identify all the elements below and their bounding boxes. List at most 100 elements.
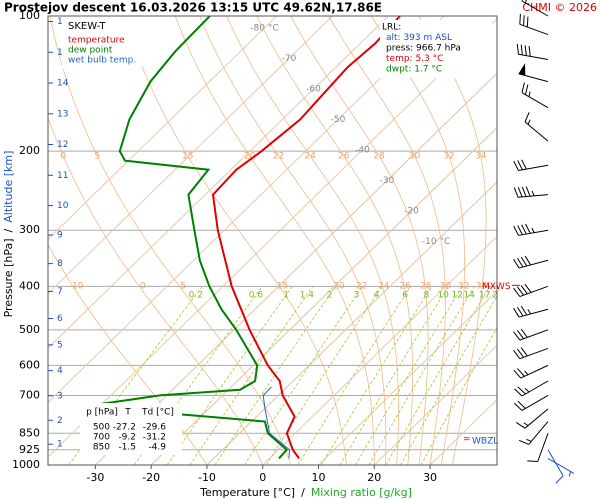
wind-barb [518,421,549,445]
isotherm-label: -80 °C [250,24,278,34]
adiabat-label: 32 [443,151,454,161]
wind-barb [513,223,549,236]
wind-barb [514,380,549,397]
y2-tick-label: 12 [57,140,68,150]
table-cell: -4.9 [148,443,166,453]
y-axis-label-part: Pressure [hPa] [2,238,15,317]
adiabat-label: 30 [440,282,452,292]
plot-area: -80 °C-70-60-50-40-30-20-10 °C-10 0 5 15 20 2… [48,16,497,465]
mixing-ratio-label: 0.2 [189,290,203,300]
y2-tick-label: 5 [57,340,63,350]
adiabat-label: 22 [356,282,367,292]
table-box [80,403,182,455]
adiabat-label: 20 [244,151,256,161]
x-tick-label: -30 [86,471,104,484]
table-cell: 500 [93,423,110,433]
x-tick-label: -20 [142,471,160,484]
wind-barb [516,43,549,61]
y2-tick-label: 4 [57,366,63,376]
legend-box [62,17,142,69]
isotherm-label: -40 [355,146,370,156]
mixing-ratio-line [214,286,336,465]
isotherm [48,18,497,458]
x-tick-label: 0 [259,471,266,484]
wind-barb [513,347,549,360]
mixing-ratio-line [321,286,433,465]
wind-barb [518,63,549,83]
wind-barb [521,0,549,17]
isotherm-label: -70 [282,54,297,64]
wind-barb [547,457,575,477]
isotherm [48,16,278,240]
isotherm [262,235,497,465]
mixing-ratio-line [355,286,463,465]
y2-tick-label: 2 [57,416,63,426]
x-axis-label-part: Temperature [°C] [199,486,295,499]
wind-barb [527,433,549,462]
moist-adiabat [226,16,399,465]
y-axis-label-part: Altitude [km] [2,151,15,223]
wind-barb [513,364,549,379]
mixing-ratio-label: 4 [373,290,379,300]
isotherm-label: -60 [306,85,321,95]
adiabat-label: 26 [338,151,350,161]
adiabat-label: 34 [476,282,488,292]
y2-tick-label: 6 [57,314,63,324]
moist-adiabat [328,16,446,465]
table-cell: 850 [93,443,110,453]
overlay: 1002003004005006007008509251000123456789… [2,0,575,499]
table-header: p [hPa] [86,408,118,418]
y2-tick-label: 8 [57,259,63,269]
y2-tick-label: 13 [57,109,68,119]
mixing-ratio-label: 10 [437,290,449,300]
isotherm [206,181,497,465]
mxws-label: MXWS [482,282,511,292]
wind-barb [513,283,549,298]
isotherm-label: -50 [331,115,346,125]
y-tick-label: 925 [19,443,40,456]
profile-line [262,386,291,459]
table-cell: -27.2 [113,423,136,433]
adiabat-label: 5 [180,282,186,292]
adiabat-label: 22 [273,151,284,161]
y2-tick-label: 7 [57,287,63,297]
chart-title: Prostejov descent 16.03.2026 13:15 UTC 4… [4,1,382,15]
adiabat-label: 24 [378,282,390,292]
mixing-ratio-line [400,295,497,465]
wbzl-mark: = [463,434,471,444]
table-cell: -31.2 [143,433,166,443]
adiabat-label: 30 [409,151,421,161]
wind-barb [513,328,549,341]
mixing-ratio-label: 1.4 [300,290,315,300]
mixing-ratio-line [385,286,491,465]
mixing-ratio-line [297,286,412,465]
table-header: T [124,408,131,418]
y-tick-label: 1000 [12,458,40,471]
wbzl-label: WBZL [472,436,498,446]
y-tick-label: 100 [19,9,40,22]
legend-entry: wet bulb temp. [68,56,136,66]
wind-barb [524,112,549,142]
isotherm [373,344,497,465]
wind-barb [521,82,549,109]
wind-barb [513,255,549,269]
legend-entry: dew point [68,46,113,56]
isotherm [48,16,389,349]
table-cell: -29.6 [143,423,167,433]
adiabat-label: 15 [277,282,288,292]
wind-barb [519,13,549,36]
credit: CHMI © 2026 [522,1,597,14]
y-axis-label: Pressure [hPa] / Altitude [km] [2,151,15,318]
x-tick-label: 10 [312,471,326,484]
info-temp: temp: 5.3 °C [386,54,443,64]
x-axis-label-part: / [301,486,305,499]
moist-adiabat [418,16,487,465]
adiabat-label: 28 [420,282,432,292]
adiabat-label: 32 [458,282,469,292]
isotherm [48,16,333,295]
y-tick-label: 850 [19,426,40,439]
legend-entry: temperature [68,36,125,46]
y2-tick-label: 10 [57,201,69,211]
y2-tick-label: 11 [57,171,68,181]
